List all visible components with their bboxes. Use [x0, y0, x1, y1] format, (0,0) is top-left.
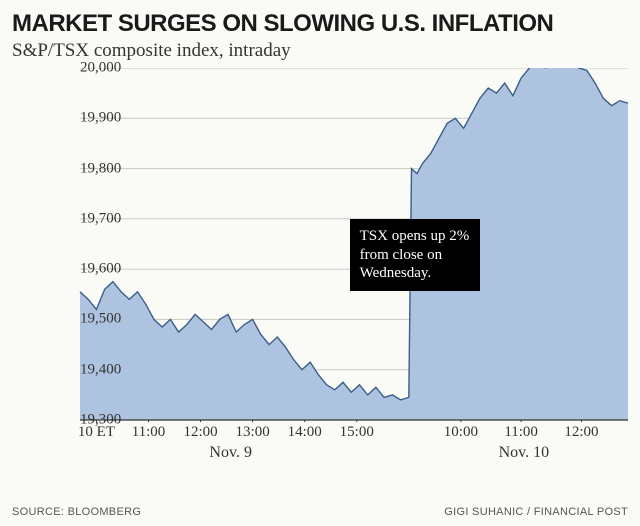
x-axis-tick: 11:00 [132, 420, 166, 441]
chart-annotation: TSX opens up 2% from close on Wednesday. [350, 219, 480, 291]
credit-label: GIGI SUHANIC / FINANCIAL POST [444, 506, 628, 518]
x-axis-tick: 10 ET [78, 420, 115, 441]
x-axis-tick: 12:00 [564, 420, 598, 441]
y-axis-tick: 19,900 [80, 110, 86, 127]
x-axis-tick: 12:00 [183, 420, 217, 441]
chart-footer: SOURCE: BLOOMBERG GIGI SUHANIC / FINANCI… [12, 506, 628, 518]
x-axis-tick: 11:00 [504, 420, 538, 441]
x-axis-date: Nov. 9 [209, 444, 252, 462]
chart-title: MARKET SURGES ON SLOWING U.S. INFLATION [12, 10, 628, 38]
y-axis-tick: 19,400 [80, 361, 86, 378]
chart-area: TSX opens up 2% from close on Wednesday.… [12, 68, 628, 468]
y-axis-tick: 19,500 [80, 311, 86, 328]
y-axis-tick: 19,800 [80, 160, 86, 177]
x-axis-tick: 13:00 [236, 420, 270, 441]
y-axis-tick: 20,000 [80, 60, 86, 77]
x-axis-tick: 15:00 [340, 420, 374, 441]
x-axis-tick: 10:00 [444, 420, 478, 441]
x-axis-date: Nov. 10 [499, 444, 550, 462]
x-axis-tick: 14:00 [288, 420, 322, 441]
y-axis-tick: 19,700 [80, 210, 86, 227]
y-axis-tick: 19,600 [80, 261, 86, 278]
source-label: SOURCE: BLOOMBERG [12, 506, 141, 518]
